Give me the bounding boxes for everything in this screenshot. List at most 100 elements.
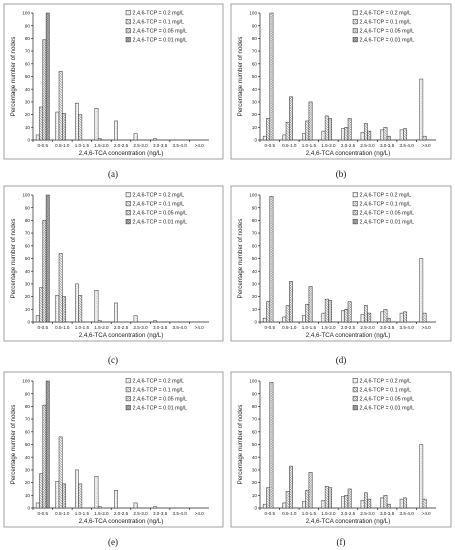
x-tick-label: 1.5-2.0 xyxy=(321,511,336,516)
x-tick-label: 3.0-3.5 xyxy=(153,143,168,148)
legend-swatch xyxy=(125,28,131,34)
bar xyxy=(383,495,388,509)
chart-5: 0 10 20 30 40 50 60 70 80 90 100 0-0.5 0.5-1.0 1.0-1.… xyxy=(237,378,436,525)
bar xyxy=(289,281,293,323)
bar xyxy=(97,506,102,509)
x-tick-label: >4.0 xyxy=(422,325,432,330)
y-tick-label: 90 xyxy=(25,23,31,28)
bar xyxy=(133,133,138,141)
panel-label-c: (c) xyxy=(108,355,118,365)
y-tick-label: 50 xyxy=(252,74,258,79)
bar xyxy=(74,469,79,509)
bar xyxy=(344,495,349,509)
y-axis-title: Percentage number of nodes xyxy=(10,37,17,117)
legend-label: 2,4,6-TCP = 0.01 mg/L xyxy=(360,220,415,226)
bar xyxy=(153,138,158,141)
bar xyxy=(94,476,99,509)
bar xyxy=(266,487,271,509)
x-tick-label: 2.0-2.5 xyxy=(114,325,129,330)
x-tick-label: 3.5-4.0 xyxy=(173,325,188,330)
bar xyxy=(383,309,388,323)
chart-3: 0 10 20 30 40 50 60 70 80 90 100 0-0.5 0.5-1.0 1.0-1.… xyxy=(237,192,436,339)
legend-swatch xyxy=(125,219,131,225)
y-tick-label: 100 xyxy=(249,379,257,384)
x-axis-title: 2,4,6-TCA concentration (ng/L) xyxy=(306,150,391,157)
legend-swatch xyxy=(352,210,358,216)
y-tick-label: 20 xyxy=(252,294,258,299)
bar xyxy=(324,298,329,323)
x-tick-label: 0-0.5 xyxy=(38,325,49,330)
bar xyxy=(78,114,83,141)
x-tick-label: 3.0-3.5 xyxy=(380,511,395,516)
legend-label: 2,4,6-TCP = 0.05 mg/L xyxy=(360,29,415,35)
bar xyxy=(42,220,47,323)
bar xyxy=(419,258,424,323)
x-tick-label: 2.5-3.0 xyxy=(360,511,375,516)
x-tick-label: 3.5-4.0 xyxy=(173,143,188,148)
legend-swatch xyxy=(352,396,358,402)
bar xyxy=(35,315,40,323)
bar xyxy=(301,501,306,509)
x-tick-label: 2.5-3.0 xyxy=(360,325,375,330)
bar xyxy=(363,123,368,141)
legend-swatch xyxy=(125,396,131,402)
bar xyxy=(78,483,83,509)
bar xyxy=(58,71,63,141)
bar xyxy=(363,305,368,323)
x-tick-label: >4.0 xyxy=(195,143,205,148)
panel-label-b: (b) xyxy=(336,169,347,179)
bar xyxy=(269,382,274,509)
x-tick-label: 0-0.5 xyxy=(38,143,49,148)
panel-e-frame xyxy=(3,371,224,528)
bar xyxy=(328,487,333,509)
bar xyxy=(386,135,391,141)
x-tick-label: 1.5-2.0 xyxy=(321,325,336,330)
chart-4: 0 10 20 30 40 50 60 70 80 90 100 0-0.5 0.5-1.0 1.0-1.… xyxy=(10,378,209,525)
x-axis-title: 2,4,6-TCA concentration (ng/L) xyxy=(306,332,391,339)
y-axis-title: Percentage number of nodes xyxy=(237,219,244,299)
y-tick-label: 70 xyxy=(252,231,258,236)
bar xyxy=(301,315,306,323)
legend-label: 2,4,6-TCP = 0.05 mg/L xyxy=(133,397,188,403)
bar xyxy=(328,118,333,141)
y-tick-label: 70 xyxy=(252,49,258,54)
bar xyxy=(97,138,102,141)
bar xyxy=(133,502,138,509)
x-tick-label: 0-0.5 xyxy=(265,325,276,330)
x-tick-label: 0.5-1.0 xyxy=(55,325,70,330)
legend-swatch xyxy=(352,192,358,198)
y-tick-label: 60 xyxy=(252,61,258,66)
bar xyxy=(399,129,404,141)
x-tick-label: >4.0 xyxy=(422,143,432,148)
y-tick-label: 80 xyxy=(25,404,31,409)
y-tick-label: 40 xyxy=(25,455,31,460)
x-tick-label: >4.0 xyxy=(195,511,205,516)
bar xyxy=(328,300,333,323)
legend-swatch xyxy=(352,19,358,25)
bar xyxy=(285,491,290,509)
chart-1: 0 10 20 30 40 50 60 70 80 90 100 0-0.5 0.5-1.0 1.0-1.… xyxy=(237,10,436,157)
bar xyxy=(308,101,313,141)
y-tick-label: 100 xyxy=(249,11,257,16)
bar xyxy=(94,108,99,141)
bar xyxy=(62,483,66,509)
legend-swatch xyxy=(125,10,131,16)
x-tick-label: 2.0-2.5 xyxy=(341,325,356,330)
legend-label: 2,4,6-TCP = 0.2 mg/L xyxy=(133,193,185,199)
bar xyxy=(39,106,44,141)
legend-label: 2,4,6-TCP = 0.1 mg/L xyxy=(360,20,412,26)
bar xyxy=(45,380,50,509)
x-tick-label: 0.5-1.0 xyxy=(282,511,297,516)
legend-label: 2,4,6-TCP = 0.1 mg/L xyxy=(360,388,412,394)
bar xyxy=(347,118,352,141)
y-tick-label: 70 xyxy=(252,417,258,422)
y-tick-label: 10 xyxy=(252,493,258,498)
y-tick-label: 30 xyxy=(252,468,258,473)
y-tick-label: 0 xyxy=(27,138,30,143)
y-tick-label: 10 xyxy=(25,493,31,498)
bar xyxy=(153,320,158,323)
legend-swatch xyxy=(352,405,358,411)
y-tick-label: 30 xyxy=(25,468,31,473)
bar xyxy=(383,127,388,141)
